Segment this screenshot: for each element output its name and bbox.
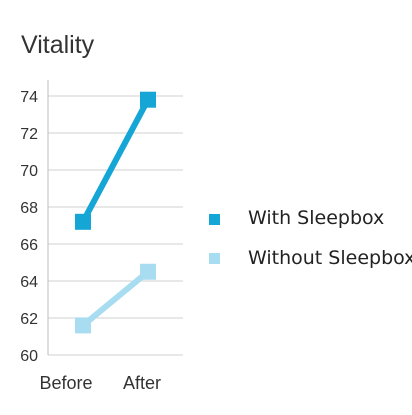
x-tick-label-before: Before — [39, 373, 92, 393]
legend-label-with-sleepbox: With Sleepbox — [248, 207, 385, 229]
series-line-with-sleepbox — [80, 96, 151, 225]
chart-title: Vitality — [21, 31, 95, 59]
legend-label-without-sleepbox: Without Sleepbox — [248, 247, 412, 269]
gridlines — [48, 95, 183, 356]
series-line-without-sleepbox — [80, 268, 151, 329]
y-tick-label-62: 62 — [20, 311, 38, 328]
y-tick-label-60: 60 — [20, 348, 38, 365]
legend-swatch-with-sleepbox — [209, 214, 220, 225]
legend-swatch-without-sleepbox — [209, 253, 220, 264]
x-tick-label-after: After — [123, 373, 161, 393]
y-tick-label-66: 66 — [20, 237, 38, 254]
data-point-with-sleepbox-before — [75, 213, 91, 230]
data-point-without-sleepbox-after — [140, 263, 156, 280]
data-point-without-sleepbox-before — [75, 317, 91, 334]
y-tick-label-64: 64 — [20, 274, 38, 291]
y-tick-label-74: 74 — [20, 89, 38, 106]
y-tick-label-70: 70 — [20, 163, 38, 180]
series-layer — [75, 91, 156, 334]
y-tick-labels: 60 62 64 66 68 70 72 74 — [20, 89, 38, 365]
x-tick-labels: Before After — [39, 373, 161, 393]
y-tick-label-68: 68 — [20, 200, 38, 217]
y-tick-label-72: 72 — [20, 126, 38, 143]
data-point-with-sleepbox-after — [140, 91, 156, 108]
